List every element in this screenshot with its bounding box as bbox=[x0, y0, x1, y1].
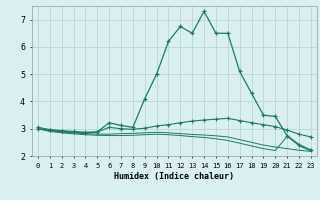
X-axis label: Humidex (Indice chaleur): Humidex (Indice chaleur) bbox=[115, 172, 234, 181]
